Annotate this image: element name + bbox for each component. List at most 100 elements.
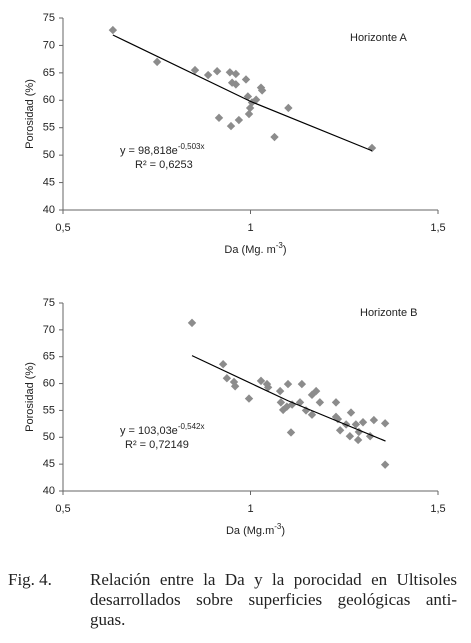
point — [212, 67, 222, 76]
point — [345, 432, 355, 441]
point — [244, 109, 254, 119]
x-axis-title-text: Da (Mg.m — [226, 525, 274, 537]
point — [244, 394, 254, 403]
x-tick-label: 1 — [247, 503, 253, 515]
point — [257, 86, 267, 95]
r-squared: R² = 0,6253 — [135, 159, 193, 171]
point — [256, 376, 266, 386]
equation-text: y = 103,03e — [120, 425, 178, 437]
point — [358, 418, 368, 427]
point — [346, 408, 356, 417]
point — [222, 374, 232, 383]
chart-title: Horizonte A — [350, 32, 408, 44]
y-tick-label: 55 — [43, 404, 55, 416]
y-tick-label: 75 — [43, 12, 55, 24]
y-tick-label: 70 — [43, 324, 55, 336]
x-axis-title-end: ) — [281, 525, 285, 537]
y-tick-label: 40 — [43, 485, 55, 497]
x-axis-title: Da (Mg. m-3) — [224, 241, 286, 256]
x-axis-title-sup: -3 — [274, 522, 282, 531]
point — [218, 360, 228, 369]
point — [226, 121, 236, 131]
point — [351, 420, 361, 429]
y-tick-label: 70 — [43, 39, 55, 51]
y-tick-label: 75 — [43, 297, 55, 309]
equation-exponent: -0,542x — [178, 422, 205, 431]
point — [315, 398, 325, 407]
x-axis-title-end: ) — [283, 244, 287, 256]
point — [231, 80, 241, 89]
equation: y = 98,818e-0,503x — [120, 142, 205, 157]
point — [284, 103, 293, 113]
point — [297, 379, 307, 389]
point — [369, 415, 379, 425]
chart-title: Horizonte B — [360, 307, 417, 319]
caption-line: guas. — [90, 610, 126, 629]
x-axis-title-text: Da (Mg. m — [224, 244, 275, 256]
equation-exponent: -0,503x — [178, 142, 205, 151]
point — [287, 400, 297, 409]
point — [311, 386, 321, 396]
y-tick-label: 55 — [43, 122, 55, 134]
trendline — [191, 355, 386, 442]
r-squared: R² = 0,72149 — [125, 439, 189, 451]
caption-text: Relación entre la Da y la porocidad en U… — [90, 570, 457, 630]
equation-text: y = 98,818e — [120, 145, 178, 157]
y-tick-label: 60 — [43, 94, 55, 106]
x-axis-title: Da (Mg.m-3) — [226, 522, 285, 537]
y-tick-label: 65 — [43, 67, 55, 79]
point — [108, 25, 118, 35]
point — [301, 406, 311, 415]
x-axis-title-sup: -3 — [276, 241, 284, 250]
point — [283, 379, 293, 389]
point — [231, 69, 241, 79]
point — [241, 75, 251, 84]
x-tick-label: 1,5 — [430, 503, 445, 515]
y-tick-label: 50 — [43, 431, 55, 443]
caption-line: Relación entre la Da y la porocidad en U… — [90, 570, 457, 589]
point — [270, 132, 279, 142]
point — [380, 460, 390, 469]
point — [190, 65, 200, 75]
x-tick-label: 1 — [247, 222, 253, 234]
point — [307, 410, 317, 419]
point — [225, 68, 235, 77]
x-tick-label: 0,5 — [55, 503, 70, 515]
y-tick-label: 45 — [43, 458, 55, 470]
point — [278, 405, 288, 415]
y-tick-label: 60 — [43, 377, 55, 389]
y-tick-label: 50 — [43, 149, 55, 161]
point — [335, 426, 345, 435]
y-tick-label: 45 — [43, 176, 55, 188]
point — [263, 383, 273, 392]
point — [367, 143, 377, 153]
point — [353, 435, 363, 445]
trendline — [112, 34, 373, 152]
point — [331, 398, 341, 407]
point — [276, 398, 286, 407]
point — [286, 428, 296, 437]
caption-label: Fig. 4. — [8, 570, 52, 589]
y-axis-title: Porosidad (%) — [24, 79, 36, 149]
point — [275, 386, 285, 396]
x-tick-label: 0,5 — [55, 222, 70, 234]
point — [234, 115, 244, 125]
y-tick-label: 65 — [43, 351, 55, 363]
point — [229, 377, 239, 387]
point — [214, 113, 224, 123]
y-tick-label: 40 — [43, 204, 55, 216]
point — [245, 103, 255, 113]
y-axis-title: Porosidad (%) — [24, 362, 36, 432]
point — [230, 382, 240, 391]
point — [227, 78, 237, 87]
point — [152, 57, 162, 67]
point — [187, 318, 197, 328]
equation: y = 103,03e-0,542x — [120, 422, 205, 437]
x-tick-label: 1,5 — [430, 222, 445, 234]
point — [243, 92, 253, 101]
point — [380, 419, 390, 428]
caption-line: desarrollados sobre superficies geológic… — [90, 590, 457, 609]
point — [203, 70, 213, 80]
